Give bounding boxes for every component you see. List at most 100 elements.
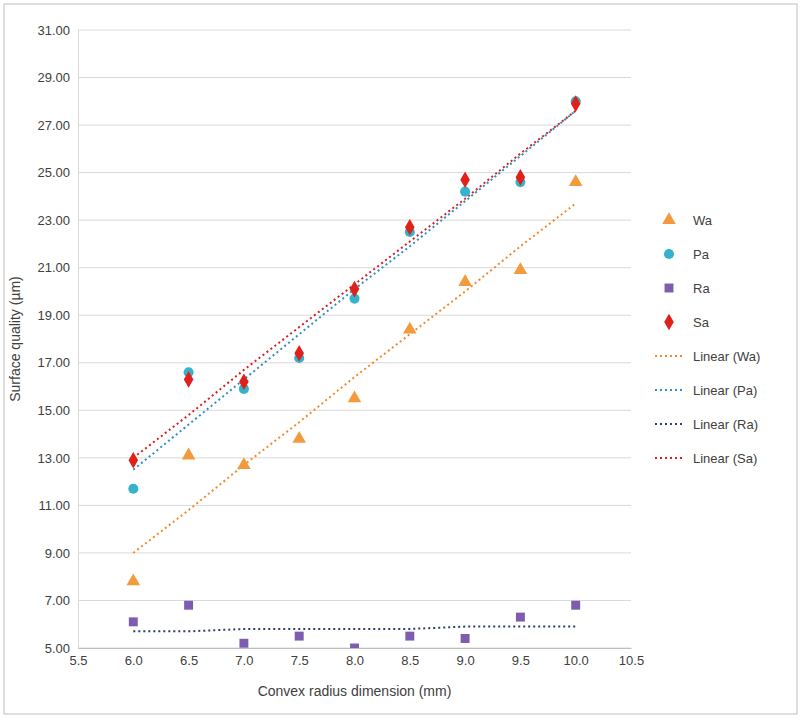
legend-swatch — [664, 314, 674, 331]
legend-label: Sa — [693, 315, 710, 330]
y-tick-label: 15.00 — [37, 403, 70, 418]
grid-line — [78, 457, 631, 458]
legend-swatch — [655, 355, 683, 357]
point — [571, 601, 580, 610]
grid-line — [78, 125, 631, 126]
x-tick: 7.0 — [235, 648, 253, 668]
x-tick-label: 7.0 — [235, 653, 253, 668]
x-tick: 6.5 — [180, 648, 198, 668]
grid-line — [78, 77, 631, 78]
chart: 5.5 6.0 6.5 7.0 7.5 8.0 8.5 9.0 9.5 10.0 10.5 5.00 7… — [0, 0, 801, 718]
grid-line — [78, 315, 631, 316]
point — [458, 274, 472, 286]
legend-label: Pa — [693, 247, 710, 262]
point — [128, 452, 138, 469]
grid-line — [78, 505, 631, 506]
point — [239, 373, 249, 390]
trend-line — [133, 111, 575, 458]
grid-line — [78, 267, 631, 268]
legend-item: Pa — [664, 247, 710, 262]
x-tick-label: 9.5 — [512, 653, 530, 668]
point — [461, 634, 470, 643]
legend-item: Ra — [665, 281, 711, 296]
point — [460, 171, 470, 188]
grid-line — [78, 30, 631, 31]
legend-label: Linear (Pa) — [693, 383, 757, 398]
y-tick-label: 11.00 — [38, 498, 70, 513]
y-tick: 17.00 — [37, 355, 78, 370]
grid — [78, 30, 631, 648]
x-tick-label: 6.0 — [125, 653, 143, 668]
y-tick: 13.00 — [37, 451, 78, 466]
point — [514, 262, 528, 274]
y-tick-label: 13.00 — [37, 451, 70, 466]
point — [516, 169, 526, 186]
x-tick: 8.5 — [401, 648, 419, 668]
y-tick: 31.00 — [37, 23, 78, 38]
y-tick-label: 17.00 — [37, 355, 70, 370]
chart-frame — [4, 4, 797, 714]
x-tick-label: 10.0 — [564, 653, 589, 668]
y-tick-label: 27.00 — [37, 118, 70, 133]
point — [237, 457, 251, 469]
point — [182, 448, 196, 460]
y-tick-label: 25.00 — [37, 165, 70, 180]
legend-item: Linear (Pa) — [655, 383, 757, 398]
y-tick-label: 31.00 — [37, 23, 70, 38]
legend-label: Linear (Sa) — [693, 451, 757, 466]
point — [516, 613, 525, 622]
trend-line — [133, 627, 575, 632]
point — [460, 187, 470, 197]
x-tick: 7.5 — [291, 648, 309, 668]
y-tick-label: 5.00 — [45, 641, 70, 656]
x-axis: 5.5 6.0 6.5 7.0 7.5 8.0 8.5 9.0 9.5 10.0 10.5 — [69, 648, 644, 668]
grid-line — [78, 600, 631, 601]
marks — [127, 95, 583, 648]
x-tick-label: 6.5 — [180, 653, 198, 668]
x-axis-line — [79, 648, 632, 649]
grid-line — [78, 172, 631, 173]
point — [569, 174, 583, 186]
y-tick-label: 7.00 — [45, 593, 70, 608]
x-tick-label: 7.5 — [291, 653, 309, 668]
y-tick: 23.00 — [37, 213, 78, 228]
legend-item: Linear (Sa) — [655, 451, 757, 466]
legend-item: Linear (Wa) — [655, 349, 760, 364]
y-axis-line — [78, 31, 79, 649]
y-tick: 25.00 — [37, 165, 78, 180]
y-tick: 19.00 — [37, 308, 78, 323]
legend-item: Linear (Ra) — [655, 417, 758, 432]
point — [350, 281, 360, 298]
grid-line — [78, 362, 631, 363]
point — [294, 345, 304, 362]
point — [184, 601, 193, 610]
x-tick: 8.0 — [346, 648, 364, 668]
point — [571, 95, 581, 112]
grid-line — [78, 410, 631, 411]
grid-line — [78, 220, 631, 221]
y-tick-label: 29.00 — [37, 70, 70, 85]
x-tick-label: 5.5 — [69, 653, 87, 668]
x-tick-label: 10.5 — [619, 653, 644, 668]
y-tick: 5.00 — [45, 641, 78, 656]
grid-line — [78, 552, 631, 553]
point — [128, 484, 138, 494]
x-tick: 9.5 — [512, 648, 530, 668]
legend-swatch — [655, 389, 683, 391]
x-tick-label: 9.0 — [457, 653, 475, 668]
y-axis-title: Surface quality (µm) — [7, 276, 23, 402]
point — [405, 219, 415, 236]
y-tick-label: 9.00 — [45, 546, 70, 561]
point — [184, 371, 194, 388]
y-tick-label: 19.00 — [37, 308, 70, 323]
point — [127, 574, 141, 586]
point — [239, 639, 248, 648]
point — [405, 632, 414, 641]
x-axis-title: Convex radius dimension (mm) — [258, 683, 452, 699]
legend-label: Ra — [693, 281, 710, 296]
x-tick: 10.0 — [564, 648, 589, 668]
legend-swatch — [655, 423, 683, 425]
point — [403, 322, 417, 334]
y-tick-label: 21.00 — [37, 260, 70, 275]
legend-item: Wa — [662, 212, 713, 227]
